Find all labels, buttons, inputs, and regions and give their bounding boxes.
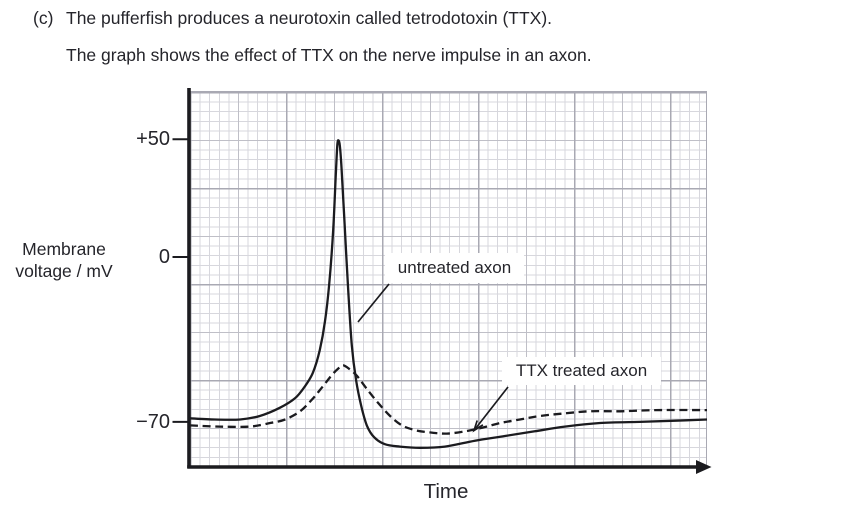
- y-tick-label: +50: [136, 128, 170, 151]
- y-axis-title-line-2: voltage / mV: [15, 261, 113, 281]
- y-axis-title-line-1: Membrane: [22, 239, 106, 259]
- question-line-2: The graph shows the effect of TTX on the…: [66, 45, 592, 65]
- x-axis-title: Time: [423, 480, 469, 503]
- y-tick-label: −70: [136, 410, 170, 433]
- untreated-axon-label: untreated axon: [385, 253, 524, 283]
- y-axis-tick-marks: [172, 138, 189, 423]
- question-line-1-text: The pufferfish produces a neurotoxin cal…: [66, 8, 553, 28]
- ttx-treated-axon-label: TTX treated axon: [502, 357, 661, 385]
- y-tick-label: 0: [158, 246, 170, 268]
- question-line-1: (c) The pufferfish produces a neurotoxin …: [33, 8, 552, 29]
- y-axis-tick-labels: +50 0 −70: [88, 0, 170, 519]
- question-part-label: (c): [33, 8, 54, 28]
- y-axis-title: Membrane voltage / mV: [2, 238, 126, 282]
